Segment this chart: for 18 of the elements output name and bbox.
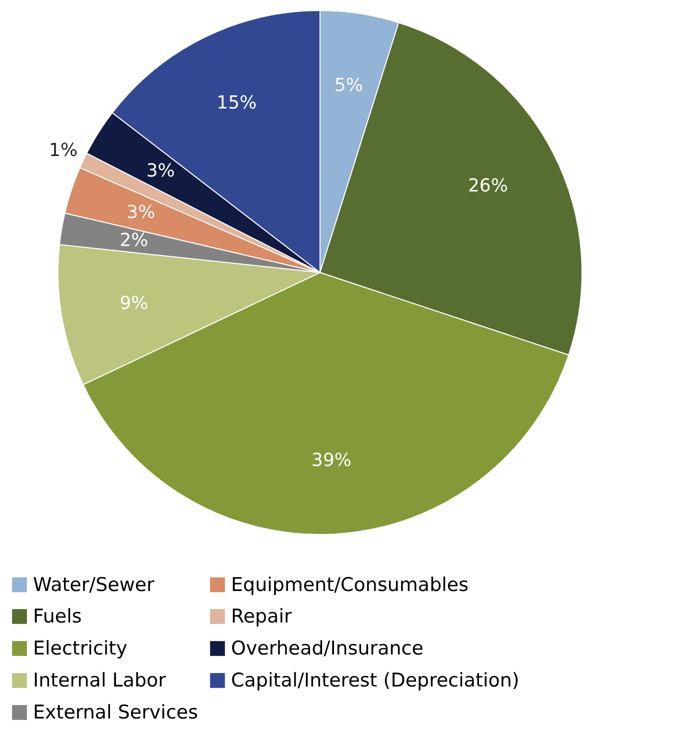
data-label: 9% (120, 292, 148, 314)
legend-label: Internal Labor (33, 670, 166, 692)
legend-label: Capital/Interest (Depreciation) (231, 670, 520, 692)
legend-label: External Services (33, 702, 198, 724)
legend-label: Repair (231, 606, 292, 628)
data-label: 15% (216, 92, 257, 114)
data-label: 1% (49, 140, 78, 161)
data-label: 5% (334, 75, 363, 96)
data-label: 26% (468, 176, 508, 197)
data-label: 39% (311, 450, 352, 471)
legend-label: Water/Sewer (33, 574, 155, 596)
legend-label: Fuels (33, 606, 82, 628)
legend-label: Overhead/Insurance (231, 638, 424, 660)
legend-label: Electricity (33, 638, 128, 660)
data-label: 2% (120, 230, 148, 252)
data-label: 3% (126, 202, 156, 224)
data-label: 3% (146, 160, 175, 182)
legend-label: Equipment/Consumables (231, 574, 468, 596)
